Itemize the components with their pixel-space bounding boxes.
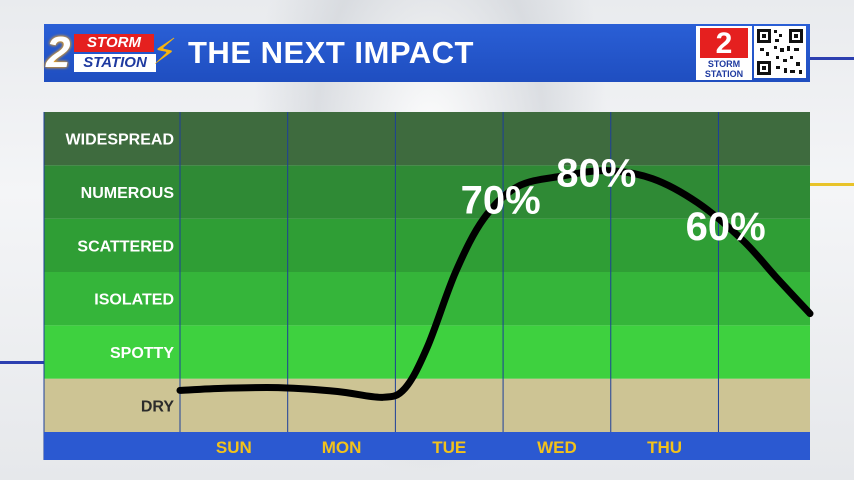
accent-line-right-top <box>810 57 854 60</box>
x-label-sun: SUN <box>216 438 252 457</box>
chart-y-labels: DRY SPOTTY ISOLATED SCATTERED NUMEROUS WIDESP… <box>66 132 175 416</box>
x-label-mon: MON <box>322 438 362 457</box>
data-label-2: 80% <box>556 152 636 196</box>
data-label-1: 70% <box>461 178 541 222</box>
logo-word-station: STATION <box>74 54 156 72</box>
corner-logo-word-bottom: STATION <box>704 69 744 79</box>
qr-code-graphic <box>757 29 803 75</box>
chart-bands <box>44 112 810 432</box>
y-label-spotty: SPOTTY <box>110 345 174 362</box>
band-isolated <box>44 272 810 326</box>
corner-logo-word-top: STORM <box>707 59 741 69</box>
band-widespread <box>44 112 810 166</box>
y-label-scattered: SCATTERED <box>77 238 174 255</box>
logo-number: 2 <box>46 28 71 77</box>
y-label-numerous: NUMEROUS <box>81 185 175 202</box>
y-label-isolated: ISOLATED <box>94 292 174 309</box>
qr-code-icon <box>754 26 806 78</box>
x-label-tue: TUE <box>432 438 466 457</box>
y-label-widespread: WIDESPREAD <box>66 132 174 149</box>
logo-word-storm: STORM <box>74 34 154 52</box>
chart-annotations: 70% 80% 60% <box>461 152 766 249</box>
y-label-dry: DRY <box>141 398 175 415</box>
storm-station-logo: 2 STORM STATION ⚡ <box>44 28 180 78</box>
band-dry <box>44 378 810 432</box>
accent-line-right-mid <box>810 183 854 186</box>
chart-x-labels: SUN MON TUE WED THU <box>216 438 682 457</box>
page-title: THE NEXT IMPACT <box>188 35 474 70</box>
lightning-bolt-icon: ⚡ <box>152 31 178 72</box>
accent-line-left <box>0 361 44 364</box>
x-axis-bar <box>44 432 810 460</box>
corner-logo-number: 2 <box>700 28 748 60</box>
probability-curve <box>176 167 814 401</box>
header-banner: 2 STORM STATION ⚡ THE NEXT IMPACT 2 STOR… <box>44 24 810 82</box>
x-label-thu: THU <box>647 438 682 457</box>
x-label-wed: WED <box>537 438 577 457</box>
data-label-3: 60% <box>686 205 766 249</box>
corner-station-logo: 2 STORM STATION <box>696 26 752 80</box>
band-scattered <box>44 218 810 272</box>
